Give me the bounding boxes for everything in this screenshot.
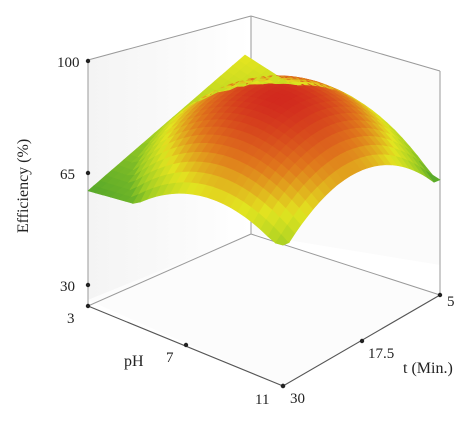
y-axis-label: t (Min.) bbox=[403, 360, 453, 377]
t-tick-17_5: 17.5 bbox=[368, 346, 394, 362]
t-tick-5: 5 bbox=[447, 294, 455, 310]
z-tick-30-dot bbox=[86, 283, 90, 287]
z-tick-100: 100 bbox=[57, 55, 80, 71]
ph-tick-3-dot bbox=[86, 304, 90, 308]
t-tick-17_5-dot bbox=[360, 339, 364, 343]
z-tick-65: 65 bbox=[60, 167, 75, 183]
z-tick-65-dot bbox=[86, 171, 90, 175]
ph-tick-7: 7 bbox=[166, 350, 174, 366]
t-tick-30-dot bbox=[281, 384, 285, 388]
ph-tick-7-dot bbox=[184, 343, 188, 347]
t-tick-30: 30 bbox=[290, 391, 305, 407]
t-tick-5-dot bbox=[438, 293, 442, 297]
z-axis-label: Efficiency (%) bbox=[15, 139, 32, 233]
ph-tick-3: 3 bbox=[67, 311, 75, 327]
x-axis-label: pH bbox=[124, 353, 144, 370]
ph-tick-11: 11 bbox=[255, 392, 269, 408]
z-tick-100-dot bbox=[86, 59, 90, 63]
z-tick-30: 30 bbox=[60, 279, 75, 295]
